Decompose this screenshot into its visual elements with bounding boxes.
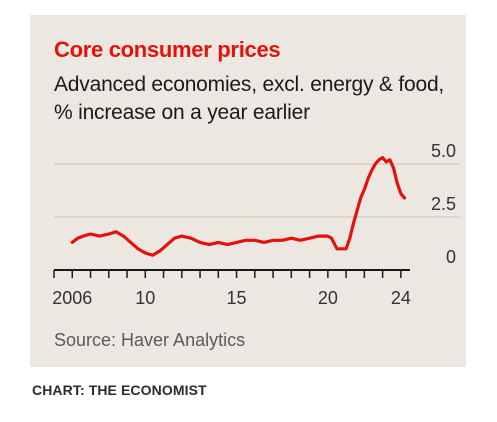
x-tick-label: 15 <box>227 288 247 308</box>
series-line <box>70 156 407 257</box>
x-tick-label: 2006 <box>52 288 92 308</box>
chart-source: Source: Haver Analytics <box>54 330 246 350</box>
y-tick-label: 0 <box>446 247 456 267</box>
y-tick-label: 5.0 <box>431 141 456 161</box>
x-tick-label: 10 <box>135 288 155 308</box>
chart-subtitle: Advanced economies, excl. energy & food,… <box>54 73 445 124</box>
chart-credit: CHART: THE ECONOMIST <box>32 382 207 398</box>
y-tick-label: 2.5 <box>431 194 456 214</box>
x-tick-label: 24 <box>391 288 411 308</box>
x-tick-label: 20 <box>318 288 338 308</box>
chart-title: Core consumer prices <box>54 37 281 62</box>
chart-panel <box>30 15 466 367</box>
